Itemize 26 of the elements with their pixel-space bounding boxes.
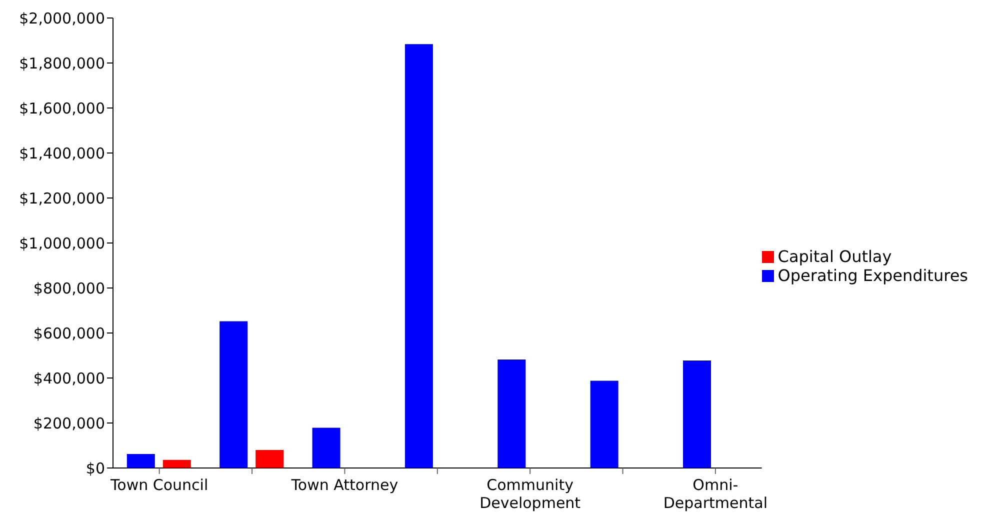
x-tick-label: Omni-Departmental: [663, 476, 768, 512]
legend-label: Operating Expenditures: [778, 266, 968, 284]
y-tick-label: $200,000: [33, 414, 105, 432]
x-tick-label: Community Development: [480, 476, 581, 512]
legend-label: Capital Outlay: [778, 246, 892, 266]
bar: [126, 454, 155, 468]
bar: [162, 460, 191, 468]
y-tick-label: $1,800,000: [19, 54, 105, 72]
bar: [220, 321, 248, 468]
y-tick-label: $400,000: [33, 369, 105, 388]
y-tick-label: $800,000: [33, 279, 105, 298]
x-tick-label: Town Council: [110, 476, 208, 494]
y-tick-label: $1,200,000: [19, 189, 105, 208]
bar: [312, 428, 340, 468]
y-tick-label: $2,000,000: [19, 9, 105, 28]
y-tick-label: $600,000: [33, 324, 105, 342]
y-tick-label: $1,600,000: [19, 99, 105, 118]
bar: [498, 360, 526, 468]
y-tick-label: $1,000,000: [19, 234, 105, 252]
bar: [683, 360, 711, 468]
y-tick-label: $0: [86, 459, 105, 478]
y-tick-label: $1,400,000: [19, 144, 105, 162]
bar: [256, 450, 284, 468]
bar: [404, 44, 433, 468]
bar: [590, 380, 618, 468]
x-tick-label: Town Attorney: [290, 476, 398, 494]
